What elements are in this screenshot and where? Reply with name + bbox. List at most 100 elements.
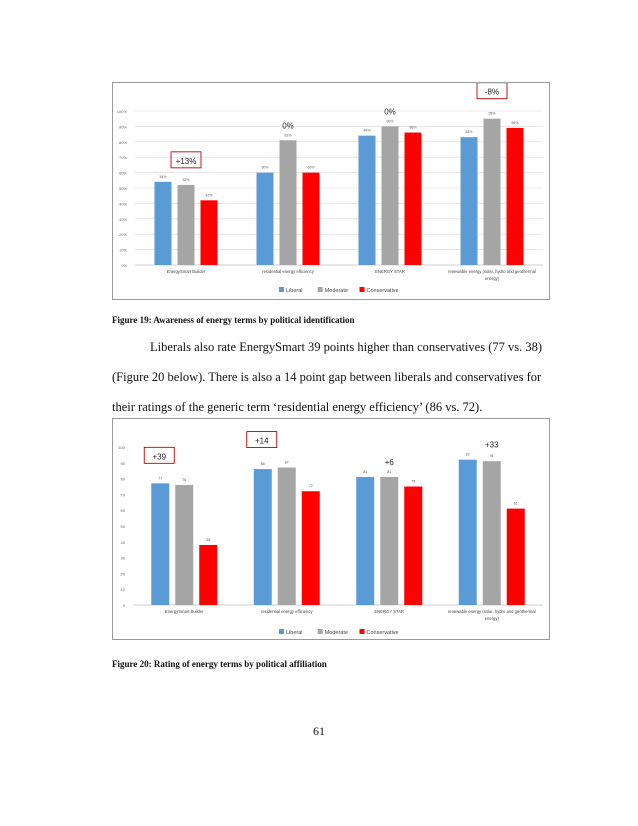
y-tick-label: 70 — [121, 492, 126, 497]
bar-conservative-0 — [200, 200, 218, 265]
bar-liberal-3 — [460, 137, 478, 265]
gap-annotation: +6 — [385, 458, 395, 467]
bar-conservative-2 — [404, 132, 422, 265]
y-tick-label: 10% — [119, 248, 127, 253]
bar-data-label: 90% — [386, 119, 393, 123]
bar-data-label: 61 — [514, 502, 518, 506]
legend-swatch-conservative — [359, 287, 365, 292]
bar-liberal-2 — [358, 135, 376, 265]
bar-liberal-3 — [458, 459, 477, 605]
gap-annotation: +13% — [176, 157, 197, 166]
figure-19-chart: 0% 10% 20% 30% 40% 50% 60% 70% 80% 90% 100% 54% 52% 4… — [112, 82, 550, 300]
body-paragraph: Liberals also rate EnergySmart 39 points… — [112, 332, 552, 422]
y-tick-label: 0% — [121, 263, 127, 268]
bar-data-label: 60% — [307, 166, 314, 170]
paragraph-line-3: their ratings of the generic term ‘resid… — [112, 400, 483, 414]
bar-data-label: 84% — [363, 129, 370, 133]
bar-liberal-1 — [256, 172, 274, 265]
figure-20-chart: 0 10 20 30 40 50 60 70 80 90 100 77 76 38 EnergySmart … — [112, 418, 550, 640]
page-number: 61 — [313, 724, 325, 738]
bar-data-label: 42% — [205, 193, 212, 197]
bar-data-label: 86% — [409, 126, 416, 130]
x-category-label: renewable energy (solar, hydro and geoth… — [448, 609, 536, 614]
bar-liberal-0 — [154, 181, 172, 265]
bar-data-label: 95% — [488, 112, 495, 116]
y-tick-label: 40% — [119, 201, 127, 206]
bar-data-label: 76 — [182, 478, 186, 482]
legend-label-liberal: Liberal — [286, 288, 303, 294]
gap-annotation: +39 — [152, 452, 166, 461]
bar-liberal-0 — [151, 483, 170, 605]
bar-liberal-2 — [356, 477, 375, 605]
bar-data-label: 52% — [182, 178, 189, 182]
figure-19-svg: 0% 10% 20% 30% 40% 50% 60% 70% 80% 90% 100% 54% 52% 4… — [117, 83, 543, 294]
paragraph-line-1: Liberals also rate EnergySmart 39 points… — [150, 340, 543, 354]
bar-data-label: 86 — [261, 462, 265, 466]
bar-data-label: 81 — [363, 470, 367, 474]
bar-data-label: 83% — [465, 130, 472, 134]
bar-data-label: 89% — [511, 121, 518, 125]
annotation-box — [143, 446, 175, 464]
bar-data-label: 87 — [285, 461, 289, 465]
bar-conservative-0 — [199, 544, 218, 605]
bar-moderate-3 — [483, 118, 501, 265]
bar-conservative-3 — [506, 508, 525, 605]
y-tick-label: 100 — [118, 445, 125, 450]
bar-data-label: 91 — [490, 454, 494, 458]
legend-swatch-moderate — [317, 287, 323, 292]
gap-annotation: -8% — [485, 88, 499, 97]
bar-moderate-1 — [277, 467, 296, 605]
paragraph-line-2: (Figure 20 below). There is also a 14 po… — [112, 370, 542, 384]
y-tick-label: 100% — [117, 109, 128, 114]
x-category-label: energy) — [485, 616, 500, 621]
bar-data-label: 72 — [309, 484, 313, 488]
y-tick-label: 10 — [121, 587, 126, 592]
legend-label-conservative: Conservative — [367, 288, 399, 294]
bar-moderate-0 — [175, 484, 194, 605]
y-tick-label: 90 — [121, 461, 126, 466]
bar-data-label: 54% — [159, 175, 166, 179]
y-tick-label: 20% — [119, 232, 127, 237]
x-category-label: EnergySmart Builder — [167, 269, 206, 274]
legend-swatch-liberal — [279, 287, 284, 292]
bar-data-label: 38 — [206, 538, 210, 542]
y-tick-label: 40 — [121, 540, 126, 545]
bar-data-label: 77 — [158, 476, 162, 480]
legend-swatch-conservative — [359, 629, 365, 634]
annotation-box — [170, 151, 202, 169]
bar-conservative-1 — [302, 172, 320, 265]
bar-moderate-1 — [279, 140, 297, 265]
y-tick-label: 90% — [119, 124, 127, 129]
gap-annotation: 0% — [384, 107, 396, 116]
bar-data-label: 92 — [466, 453, 470, 457]
x-category-label: energy) — [485, 276, 500, 281]
figure-19-caption: Figure 19: Awareness of energy terms by … — [112, 315, 355, 325]
y-tick-label: 20 — [121, 571, 126, 576]
gap-annotation: 0% — [282, 121, 294, 130]
x-category-label: ENERGY STAR — [375, 269, 405, 274]
bar-data-label: 60% — [261, 166, 268, 170]
annotation-box — [476, 83, 508, 100]
x-category-label: ENERGY STAR — [374, 609, 404, 614]
gap-annotation: +14 — [255, 437, 269, 446]
y-tick-label: 80 — [121, 477, 126, 482]
y-tick-label: 70% — [119, 155, 127, 160]
bar-data-label: 81% — [284, 133, 291, 137]
figure-20-svg: 0 10 20 30 40 50 60 70 80 90 100 77 76 38 EnergySmart … — [118, 431, 543, 636]
bar-moderate-2 — [380, 477, 399, 605]
bar-moderate-0 — [177, 184, 195, 265]
legend-label-moderate: Moderate — [325, 288, 348, 294]
legend-swatch-liberal — [279, 629, 284, 634]
legend-label-liberal: Liberal — [286, 630, 303, 636]
legend-label-conservative: Conservative — [367, 630, 399, 636]
legend-swatch-moderate — [317, 629, 323, 634]
y-tick-label: 0 — [123, 603, 126, 608]
bar-conservative-2 — [404, 486, 423, 605]
y-tick-label: 50 — [121, 524, 126, 529]
y-tick-label: 60 — [121, 508, 126, 513]
legend-label-moderate: Moderate — [325, 630, 348, 636]
x-category-label: renewable energy (solar, hydro and geoth… — [448, 269, 536, 274]
bar-data-label: 81 — [387, 470, 391, 474]
bar-moderate-2 — [381, 126, 399, 266]
y-tick-label: 50% — [119, 186, 127, 191]
